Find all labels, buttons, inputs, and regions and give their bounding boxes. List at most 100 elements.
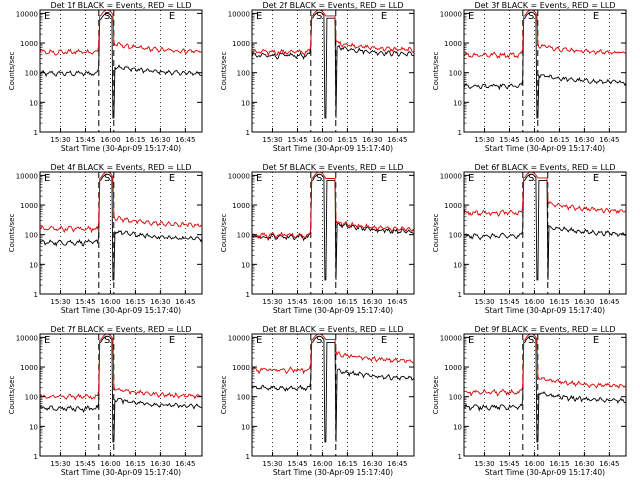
marker-label: S [316,335,322,346]
x-axis-label: Start Time (30-Apr-09 15:17:40) [61,144,181,153]
xtick-label: 15:30 [262,298,282,306]
ytick-label: 10 [241,423,250,431]
xtick-label: 15:45 [499,460,519,468]
xtick-label: 16:45 [175,460,195,468]
marker-label: E [381,11,387,22]
x-axis-label: Start Time (30-Apr-09 15:17:40) [61,306,181,315]
lld-curve [463,333,627,397]
xtick-label: 16:00 [312,136,332,144]
xtick-label: 16:15 [549,298,569,306]
panel-title: Det 7f BLACK = Events, RED = LLD [50,325,191,334]
ytick-label: 10 [241,261,250,269]
ytick-label: 10000 [440,172,462,180]
ytick-label: 100 [237,232,250,240]
ytick-label: 10 [29,261,38,269]
panel-title: Det 3f BLACK = Events, RED = LLD [474,1,615,10]
ytick-label: 10000 [228,10,250,18]
xtick-label: 16:45 [387,298,407,306]
plot-frame [251,9,415,133]
panel-title: Det 1f BLACK = Events, RED = LLD [50,1,191,10]
marker-label: S [104,11,110,22]
xtick-label: 16:30 [574,298,594,306]
lld-curve [251,171,415,240]
x-axis-label: Start Time (30-Apr-09 15:17:40) [61,468,181,477]
ytick-label: 1000 [232,40,250,48]
xtick-label: 16:30 [574,136,594,144]
ytick-label: 1 [458,129,462,137]
xtick-label: 15:30 [474,136,494,144]
plot-frame [39,171,203,295]
xtick-label: 16:00 [524,298,544,306]
ytick-label: 1000 [20,364,38,372]
marker-label: E [256,335,262,346]
y-axis-label: Counts/sec [432,376,440,415]
y-axis-label: Counts/sec [8,376,16,415]
ytick-label: 10 [453,261,462,269]
ytick-label: 100 [237,70,250,78]
marker-label: E [381,335,387,346]
ytick-label: 10000 [228,334,250,342]
xtick-label: 16:00 [100,298,120,306]
xtick-label: 15:30 [262,136,282,144]
marker-label: S [316,11,322,22]
xtick-label: 16:30 [362,298,382,306]
lld-curve [39,171,203,234]
xtick-label: 16:15 [125,460,145,468]
ytick-label: 10 [29,99,38,107]
ytick-label: 10 [241,99,250,107]
lld-curve [463,9,627,59]
xtick-label: 15:45 [287,460,307,468]
marker-label: E [169,11,175,22]
ytick-label: 100 [449,394,462,402]
xtick-label: 16:45 [599,460,619,468]
marker-label: E [256,11,262,22]
xtick-label: 15:45 [499,136,519,144]
lld-curve [39,9,203,56]
x-axis-label: Start Time (30-Apr-09 15:17:40) [273,144,393,153]
plot-frame [463,333,627,457]
events-curve [463,11,627,119]
xtick-label: 15:30 [50,460,70,468]
xtick-label: 16:30 [150,298,170,306]
x-axis-label: Start Time (30-Apr-09 15:17:40) [273,468,393,477]
xtick-label: 16:00 [312,460,332,468]
xtick-label: 16:00 [100,136,120,144]
x-axis-label: Start Time (30-Apr-09 15:17:40) [273,306,393,315]
y-axis-label: Counts/sec [220,376,228,415]
marker-label: E [468,173,474,184]
marker-label: E [593,173,599,184]
ytick-label: 1000 [232,202,250,210]
ytick-label: 10000 [440,334,462,342]
marker-label: E [468,335,474,346]
ytick-label: 1 [458,291,462,299]
marker-label: E [169,173,175,184]
y-axis-label: Counts/sec [220,214,228,253]
marker-label: E [256,173,262,184]
panel-title: Det 6f BLACK = Events, RED = LLD [474,163,615,172]
lld-curve [463,171,627,217]
xtick-label: 16:45 [599,136,619,144]
xtick-label: 16:45 [387,460,407,468]
ytick-label: 100 [25,232,38,240]
xtick-label: 15:30 [50,136,70,144]
plot-frame [463,9,627,133]
ytick-label: 1 [458,453,462,461]
ytick-label: 10 [29,423,38,431]
events-curve [251,173,414,281]
plot-frame [39,333,203,457]
marker-label: E [44,173,50,184]
ytick-label: 1000 [444,202,462,210]
xtick-label: 16:45 [175,136,195,144]
ytick-label: 1 [34,291,38,299]
events-curve [251,11,415,119]
y-axis-label: Counts/sec [8,214,16,253]
ytick-label: 1 [246,453,250,461]
marker-label: E [44,335,50,346]
marker-label: E [593,11,599,22]
ytick-label: 1 [246,129,250,137]
xtick-label: 16:30 [150,460,170,468]
lld-curve [251,333,415,375]
panel-title: Det 8f BLACK = Events, RED = LLD [262,325,403,334]
